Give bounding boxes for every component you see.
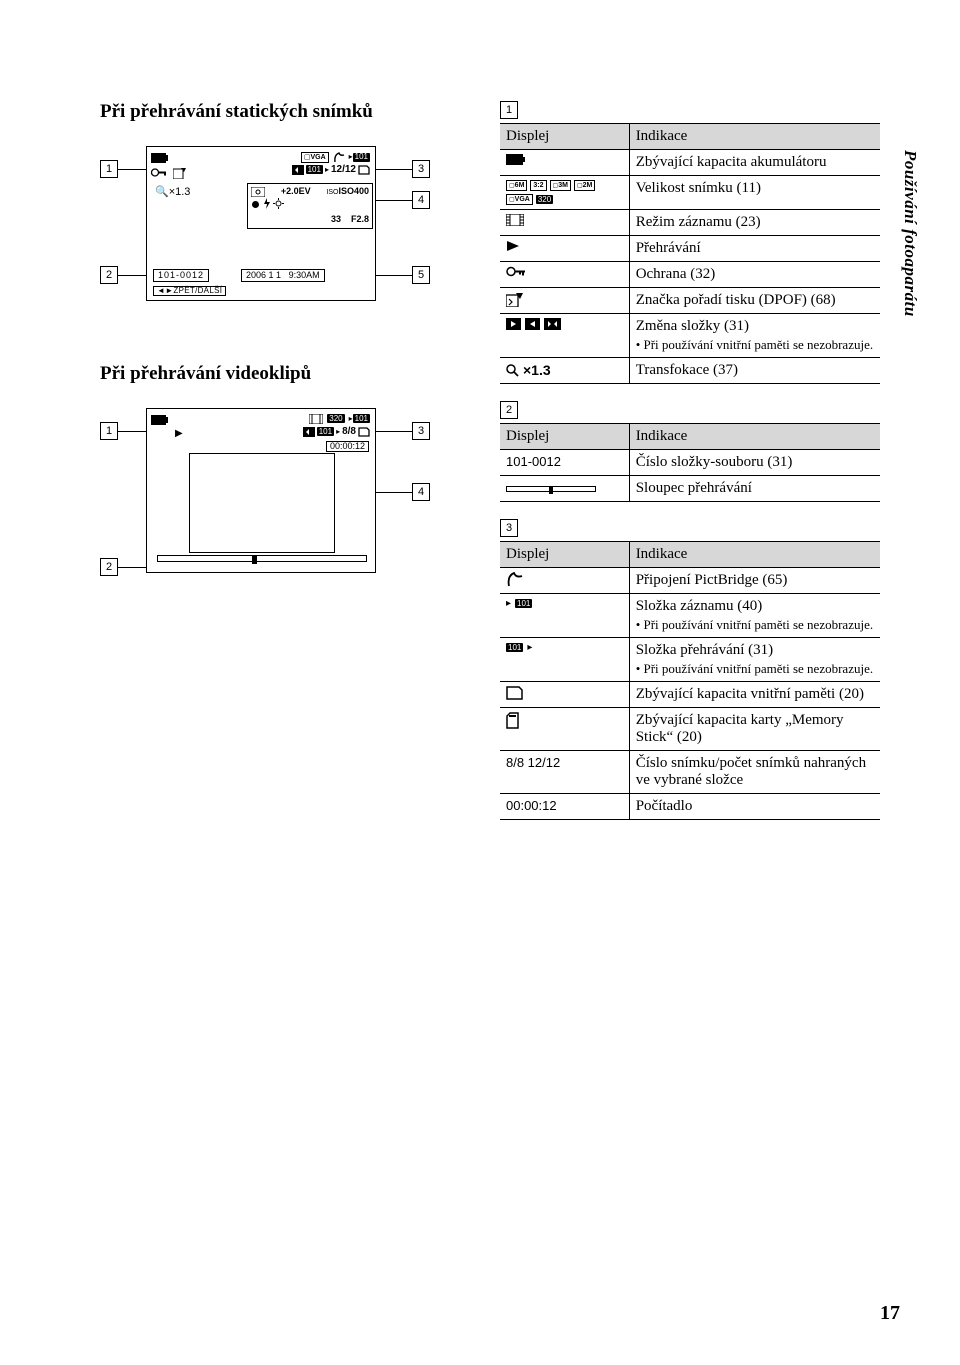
pictbridge-icon [506,572,524,587]
table-1-hdr-indikace: Indikace [629,124,880,150]
play-icon [506,240,520,252]
counter-text-v: 8/8 [342,427,356,437]
t3-r6-d: 00:00:12 [500,794,629,820]
zoom-icon [506,364,519,377]
zoom-icon: 🔍 [155,186,169,198]
battery-icon [151,415,169,425]
battery-icon [151,153,169,163]
t1-r7: Transfokace (37) [629,358,880,384]
diagram-still: ▢VGA ▸101 101 ▸ 12/12 🔍×1.3 [100,136,430,336]
t1-r3: Přehrávání [629,236,880,262]
pictbridge-icon [333,152,345,163]
internal-mem-icon [358,427,370,437]
diagram-video: 320 ▸101 ▶ 101 ▸ 8/8 00:00:12 [100,398,430,598]
table-3-hdr-indikace: Indikace [629,542,880,568]
dpof-icon [506,292,524,307]
vga-badge: ▢VGA [301,152,329,163]
callout-1: 1 [100,160,118,178]
ev-text: +2.0EV [281,186,311,198]
callout-v3: 3 [412,422,430,440]
play-folder-badge: 101 [306,165,323,174]
section-video-title: Při přehrávání videoklipů [100,362,470,386]
folder-both-icon [544,318,561,330]
t3-r5-d: 8/8 12/12 [500,751,629,794]
table-3: DisplejIndikace Připojení PictBridge (65… [500,541,880,820]
folder-change-icon [292,165,304,175]
side-section-label: Používání fotoaparátu [900,150,920,317]
video-time-box: 00:00:12 [326,441,369,452]
left-column: Při přehrávání statických snímků ▢VGA ▸1… [100,100,470,836]
rec-folder-badge-v: 101 [353,414,370,423]
table-1: DisplejIndikace Zbývající kapacita akumu… [500,123,880,384]
section-still-title: Při přehrávání statických snímků [100,100,470,124]
t1-r2: Režim záznamu (23) [629,210,880,236]
callout-3: 3 [412,160,430,178]
t2-r0-i: Číslo složky-souboru (31) [629,450,880,476]
play-folder-badge-v: 101 [317,427,334,436]
page-content: Při přehrávání statických snímků ▢VGA ▸1… [100,100,900,836]
page-number: 17 [880,1302,900,1325]
t1-r4: Ochrana (32) [629,262,880,288]
film-icon [506,214,524,226]
t3-r2: Složka přehrávání (31) Při používání vni… [629,638,880,682]
t1-r5: Značka pořadí tisku (DPOF) (68) [629,288,880,314]
t3-r4: Zbývající kapacita karty „Memory Stick“ … [629,708,880,751]
t2-r1-d [500,476,629,502]
af-dot-icon [251,200,260,209]
dpof-icon [173,167,187,179]
table-2-hdr-indikace: Indikace [629,424,880,450]
file-no-box: 101-0012 [153,269,209,282]
time-text: 9:30AM [289,270,320,280]
memory-stick-icon [506,712,519,729]
progress-bar-icon [506,486,596,492]
callout-v4: 4 [412,483,430,501]
ref-box-2: 2 [500,401,518,419]
t3-r6-i: Počítadlo [629,794,880,820]
nav-hint: ◄►ZPĚT/DALŠÍ [153,286,226,296]
t2-r0-d: 101-0012 [500,450,629,476]
date-text: 2006 1 1 [246,270,281,280]
iso-text: ISOISO400 [326,186,369,198]
right-column: 1 DisplejIndikace Zbývající kapacita aku… [500,100,880,836]
aperture-text: F2.8 [351,214,369,226]
metering-icon [251,187,265,197]
folder-change-icon [303,427,315,437]
t3-r1: Složka záznamu (40) Při používání vnitřn… [629,594,880,638]
film-icon [309,414,323,424]
internal-mem-icon [506,686,523,700]
shutter-text: 33 [331,214,341,226]
zoom-text: ×1.3 [169,186,191,198]
folder-right-icon [525,318,540,330]
mode-badge: 320 [327,414,344,423]
battery-icon [506,154,526,165]
t1-r1: Velikost snímku (11) [629,176,880,210]
t1-r0: Zbývající kapacita akumulátoru [629,150,880,176]
table-1-hdr-displej: Displej [500,124,629,150]
counter-text: 12/12 [331,165,356,175]
table-2: DisplejIndikace 101-0012 Číslo složky-so… [500,423,880,502]
folder-left-icon [506,318,521,330]
table-3-hdr-displej: Displej [500,542,629,568]
ref-box-1: 1 [500,101,518,119]
callout-2: 2 [100,266,118,284]
table-2-hdr-displej: Displej [500,424,629,450]
callout-5: 5 [412,266,430,284]
key-icon [506,266,526,277]
t3-r5-i: Číslo snímku/počet snímků nahraných ve v… [629,751,880,794]
callout-v1: 1 [100,422,118,440]
t3-r3: Zbývající kapacita vnitřní paměti (20) [629,682,880,708]
t2-r1-i: Sloupec přehrávání [629,476,880,502]
rec-folder-badge: 101 [353,153,370,162]
callout-v2: 2 [100,558,118,576]
ref-box-3: 3 [500,519,518,537]
t3-r0: Připojení PictBridge (65) [629,568,880,594]
key-icon [151,168,167,177]
wb-icon [273,198,284,209]
flash-icon [263,198,271,209]
callout-4: 4 [412,191,430,209]
internal-mem-icon [358,165,370,175]
t1-r6: Změna složky (31) Při používání vnitřní … [629,314,880,358]
